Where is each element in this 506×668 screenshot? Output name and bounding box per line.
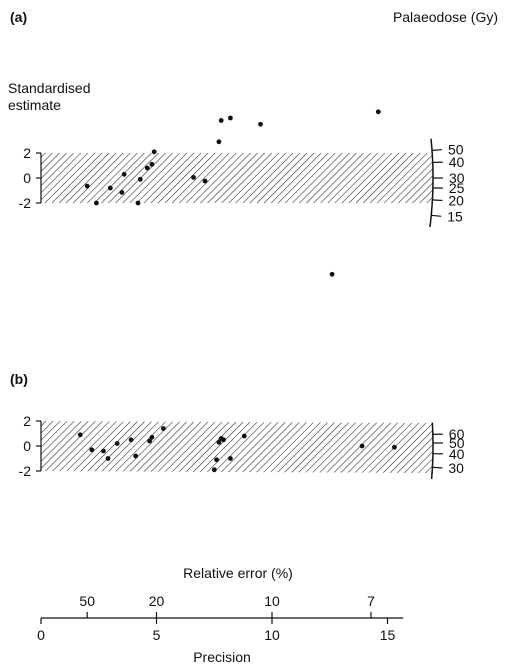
- palaeodose-axis-title: Palaeodose (Gy): [393, 9, 498, 25]
- b-y-tick-label: -2: [19, 463, 32, 479]
- b-data-point: [147, 438, 153, 444]
- precision-tick-label: 10: [264, 627, 280, 643]
- a-data-point: [202, 178, 208, 184]
- a-palaeodose-tick-label: 25: [449, 180, 465, 196]
- a-palaeodose-tick-label: 40: [449, 154, 465, 170]
- b-palaeodose-tick-label: 30: [448, 460, 464, 476]
- b-data-point: [77, 432, 83, 438]
- b-palaeodose-tick-label: 60: [449, 426, 465, 442]
- a-data-point: [119, 190, 125, 195]
- panel-a-points: [84, 109, 381, 277]
- b-data-point: [101, 448, 106, 454]
- relative-error-tick-label: 7: [367, 593, 375, 609]
- a-palaeodose-tick-mark: [431, 214, 442, 217]
- b-palaeodose-tick-label: 50: [449, 435, 465, 451]
- a-data-point: [137, 176, 143, 182]
- b-data-point: [128, 437, 134, 443]
- panel-a-shaded-band: [41, 153, 433, 203]
- panel-a: (a) Palaeodose (Gy) Standardised estimat…: [8, 9, 498, 277]
- b-data-point: [228, 456, 233, 461]
- a-palaeodose-tick-label: 15: [447, 208, 463, 224]
- y-axis-label-line2: estimate: [8, 97, 61, 113]
- a-data-point: [135, 200, 141, 206]
- a-palaeodose-tick-mark: [432, 199, 443, 202]
- relative-error-tick-label: 20: [149, 593, 165, 609]
- a-palaeodose-tick-label: 20: [448, 193, 464, 209]
- b-data-point: [89, 447, 95, 453]
- b-data-point: [211, 467, 217, 473]
- a-data-point: [216, 139, 222, 145]
- a-palaeodose-tick-label: 30: [449, 170, 465, 186]
- a-data-point: [375, 109, 381, 115]
- b-data-point: [161, 426, 166, 431]
- precision-tick-label: 0: [37, 627, 45, 643]
- b-data-point: [221, 437, 226, 443]
- b-palaeodose-tick-mark: [432, 466, 443, 469]
- b-y-tick-label: 2: [23, 413, 31, 429]
- a-y-tick-label: -2: [19, 195, 32, 211]
- a-data-point: [191, 175, 196, 180]
- a-y-tick-label: 0: [23, 170, 31, 186]
- precision-axis-title: Precision: [193, 649, 251, 665]
- relative-error-axis: Relative error (%) 50 20 10 7: [79, 565, 375, 618]
- a-data-point: [121, 171, 127, 177]
- b-data-point: [241, 433, 247, 439]
- a-data-point: [151, 149, 157, 155]
- b-data-point: [105, 456, 111, 461]
- b-data-point: [392, 444, 397, 450]
- a-data-point: [149, 161, 155, 167]
- panel-a-y-axis: 2 0 -2: [19, 145, 42, 211]
- precision-axis: 0 5 10 15 Precision: [37, 617, 404, 665]
- a-data-point: [84, 183, 90, 189]
- panel-a-label: (a): [10, 9, 27, 25]
- a-data-point: [107, 185, 113, 191]
- relative-error-tick-label: 10: [264, 593, 280, 609]
- a-data-point: [329, 271, 335, 277]
- a-data-point: [94, 200, 99, 206]
- b-data-point: [359, 443, 365, 449]
- a-y-tick-label: 2: [23, 145, 31, 161]
- b-palaeodose-tick-label: 40: [449, 446, 465, 462]
- b-data-point: [149, 434, 155, 440]
- precision-tick-label: 5: [153, 627, 161, 643]
- y-axis-label-line1: Standardised: [8, 80, 91, 96]
- panel-a-palaeodose-arc: [429, 138, 434, 228]
- a-data-point: [228, 115, 233, 121]
- panel-b-points: [77, 426, 397, 473]
- panel-b-y-axis: 2 0 -2: [19, 413, 42, 479]
- relative-error-axis-title: Relative error (%): [183, 565, 293, 581]
- b-data-point: [133, 453, 139, 459]
- precision-tick-label: 15: [380, 627, 396, 643]
- b-y-tick-label: 0: [23, 438, 31, 454]
- a-palaeodose-tick-label: 50: [448, 142, 464, 158]
- b-data-point: [216, 439, 222, 445]
- panel-b-label: (b): [10, 371, 28, 387]
- panel-b-shaded-band: [41, 421, 433, 474]
- relative-error-tick-label: 50: [79, 593, 95, 609]
- a-data-point: [258, 121, 263, 127]
- a-palaeodose-tick-mark: [431, 149, 443, 151]
- a-data-point: [144, 165, 150, 171]
- b-data-point: [214, 457, 220, 463]
- b-data-point: [114, 441, 120, 446]
- a-data-point: [218, 118, 224, 123]
- panel-b-palaeodose-arc: [430, 422, 434, 480]
